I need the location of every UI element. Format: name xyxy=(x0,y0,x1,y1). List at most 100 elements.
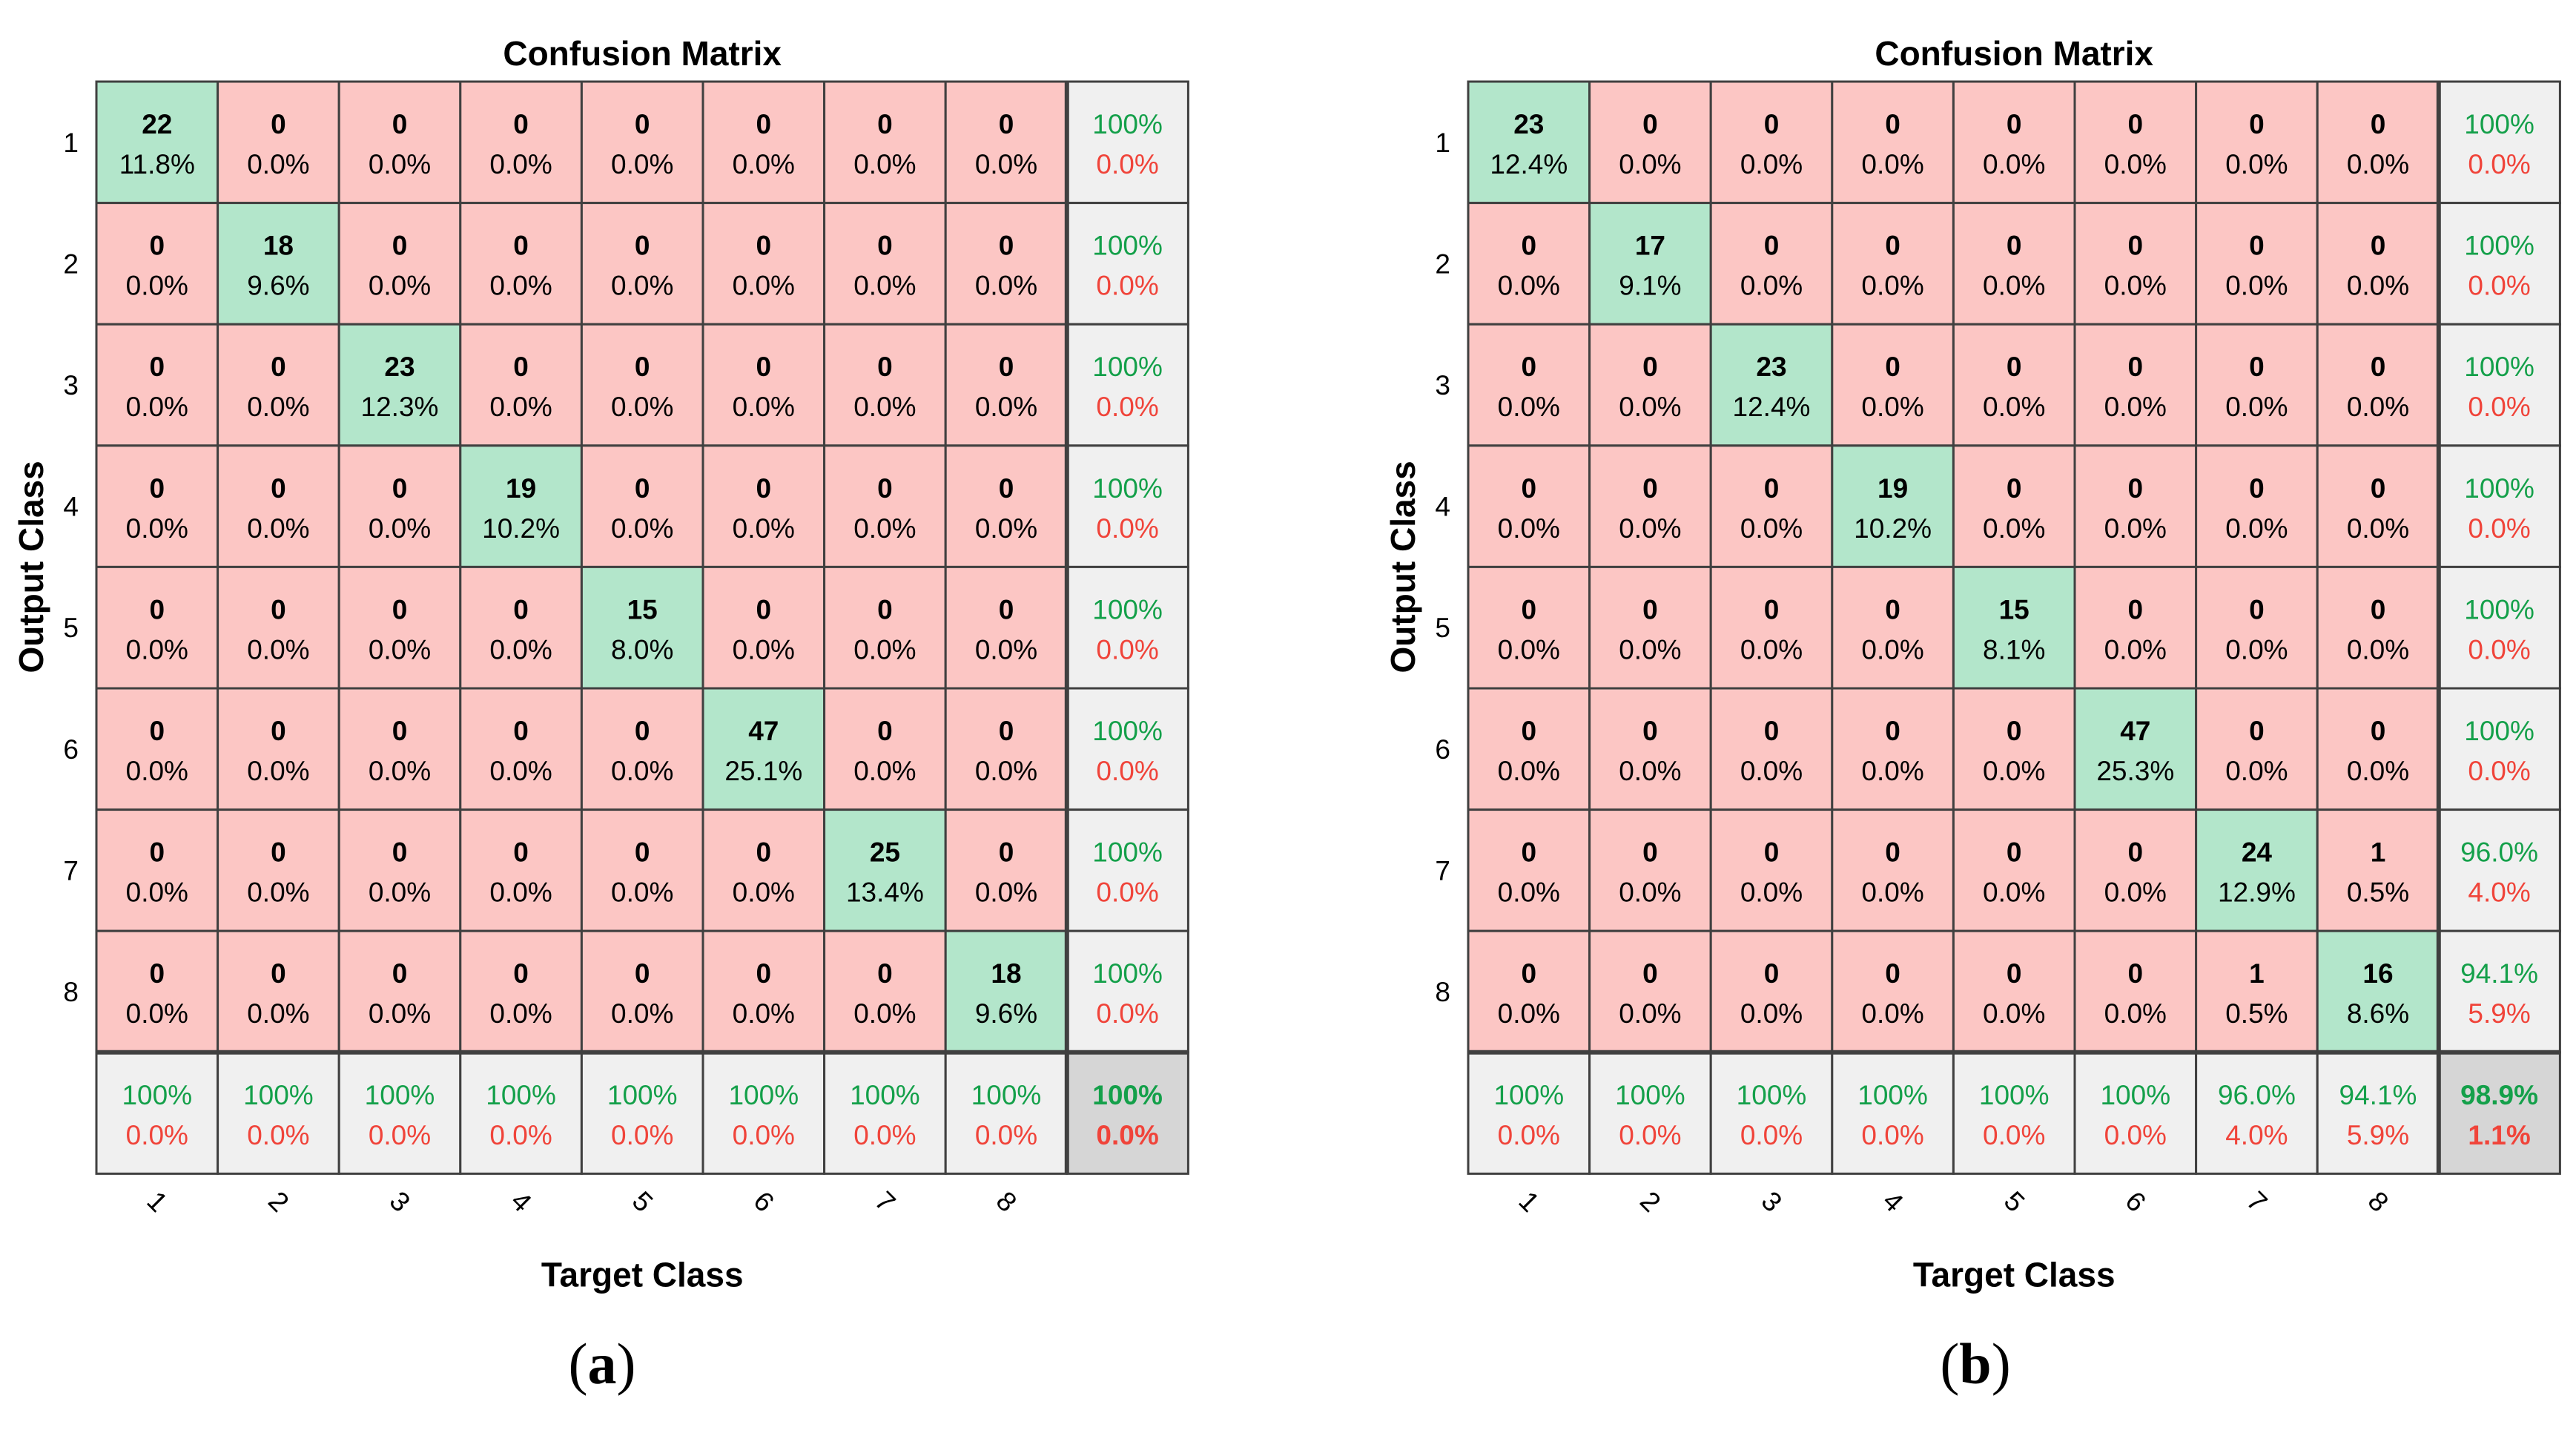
row-summary-cell xyxy=(1066,687,1189,811)
cell-value-bottom: 0.0% xyxy=(1096,756,1158,786)
cell-value-bottom: 11.8% xyxy=(119,149,195,179)
matrix-cell xyxy=(580,808,704,932)
cell-value-bottom: 0.0% xyxy=(853,634,916,665)
cell-value-top: 47 xyxy=(748,716,779,746)
cell-value-bottom: 0.0% xyxy=(1740,877,1803,908)
cell-value-bottom: 0.0% xyxy=(247,1120,309,1150)
matrix-cell xyxy=(1709,80,1834,205)
cell-value-bottom: 0.0% xyxy=(611,1120,673,1150)
cell-value-top: 0 xyxy=(877,716,893,746)
cell-value-top: 0 xyxy=(150,231,165,261)
cell-value-top: 0 xyxy=(2249,594,2265,625)
cell-value-bottom: 0.0% xyxy=(853,756,916,786)
cell-value-top: 0 xyxy=(2371,473,2386,504)
matrix-cell xyxy=(337,202,462,326)
x-tick-label: 6 xyxy=(2119,1185,2152,1218)
cell-value-top: 0 xyxy=(1522,716,1537,746)
cell-value-top: 0 xyxy=(392,231,408,261)
cell-value-bottom: 12.3% xyxy=(361,392,439,422)
matrix-cell xyxy=(580,323,704,447)
cell-value-top: 0 xyxy=(392,109,408,139)
cell-value-top: 0 xyxy=(635,473,650,504)
cell-value-top: 0 xyxy=(271,958,286,989)
row-summary-cell xyxy=(2437,323,2561,447)
matrix-cell xyxy=(701,808,826,932)
matrix-cell xyxy=(823,323,947,447)
cell-value-top: 0 xyxy=(999,231,1014,261)
matrix-cell xyxy=(944,929,1069,1054)
cell-value-bottom: 0.5% xyxy=(2347,877,2409,908)
matrix-cell xyxy=(1588,808,1712,932)
cell-value-bottom: 0.0% xyxy=(2347,756,2409,786)
cell-value-top: 0 xyxy=(999,837,1014,868)
cell-value-top: 0 xyxy=(2128,109,2144,139)
cell-value-top: 0 xyxy=(150,473,165,504)
matrix-cell xyxy=(95,80,219,205)
cell-value-top: 100% xyxy=(1493,1080,1564,1110)
cell-value-top: 0 xyxy=(635,958,650,989)
cell-value-top: 0 xyxy=(2249,473,2265,504)
row-summary-cell xyxy=(2437,444,2561,568)
cell-value-bottom: 0.0% xyxy=(369,513,431,544)
cell-value-bottom: 0.0% xyxy=(489,634,552,665)
matrix-cell xyxy=(944,323,1069,447)
matrix-cell xyxy=(1952,808,2076,932)
cell-value-bottom: 0.0% xyxy=(1740,149,1803,179)
cell-value-top: 0 xyxy=(2249,109,2265,139)
cell-value-top: 1 xyxy=(2249,958,2265,989)
cell-value-top: 100% xyxy=(243,1080,314,1110)
cell-value-bottom: 0.0% xyxy=(2104,877,2167,908)
cell-value-top: 0 xyxy=(1522,837,1537,868)
cell-value-top: 1 xyxy=(2371,837,2386,868)
cell-value-top: 0 xyxy=(150,958,165,989)
cell-value-bottom: 0.0% xyxy=(733,998,795,1029)
row-summary-cell xyxy=(1066,929,1189,1054)
matrix-cell xyxy=(1467,80,1591,205)
cell-value-bottom: 10.2% xyxy=(482,513,560,544)
matrix-cell xyxy=(217,929,340,1054)
matrix-cell xyxy=(1588,687,1712,811)
cell-value-top: 100% xyxy=(2464,716,2534,746)
matrix-cell xyxy=(459,80,583,205)
y-axis-label: Output Class xyxy=(1384,461,1422,673)
matrix-cell xyxy=(1952,565,2076,690)
matrix-cell xyxy=(580,687,704,811)
cell-value-bottom: 0.0% xyxy=(1096,634,1158,665)
matrix-cell xyxy=(580,565,704,690)
cell-value-top: 0 xyxy=(1642,716,1658,746)
cell-value-top: 23 xyxy=(1513,109,1544,139)
x-tick-label: 3 xyxy=(384,1185,417,1218)
cell-value-bottom: 0.0% xyxy=(975,513,1037,544)
cell-value-top: 0 xyxy=(2249,231,2265,261)
cell-value-bottom: 0.0% xyxy=(1983,392,2045,422)
cell-value-bottom: 0.0% xyxy=(126,1120,188,1150)
y-tick-label: 5 xyxy=(1435,613,1450,643)
cell-value-top: 0 xyxy=(1885,109,1900,139)
matrix-cell xyxy=(2316,80,2440,205)
matrix-cell xyxy=(459,444,583,568)
cell-value-bottom: 0.0% xyxy=(2225,392,2288,422)
cell-value-bottom: 0.0% xyxy=(975,634,1037,665)
cell-value-top: 0 xyxy=(1764,958,1780,989)
column-summary-cell xyxy=(459,1051,583,1175)
cell-value-top: 0 xyxy=(2007,473,2022,504)
cell-value-bottom: 5.9% xyxy=(2347,1120,2409,1150)
column-summary-cell xyxy=(701,1051,826,1175)
cell-value-bottom: 0.0% xyxy=(975,1120,1037,1150)
matrix-cell xyxy=(1952,80,2076,205)
cell-value-top: 100% xyxy=(607,1080,678,1110)
cell-value-bottom: 0.0% xyxy=(853,513,916,544)
cell-value-top: 0 xyxy=(1642,837,1658,868)
matrix-cell xyxy=(1588,80,1712,205)
matrix-cell xyxy=(1709,808,1834,932)
cell-value-top: 100% xyxy=(2100,1080,2170,1110)
y-tick-label: 4 xyxy=(1435,492,1450,522)
cell-value-top: 100% xyxy=(1092,958,1163,989)
cell-value-bottom: 0.0% xyxy=(1498,513,1560,544)
y-tick-label: 6 xyxy=(1435,734,1450,765)
cell-value-top: 0 xyxy=(271,716,286,746)
cell-value-bottom: 0.0% xyxy=(126,877,188,908)
cell-value-top: 0 xyxy=(999,109,1014,139)
matrix-cell xyxy=(1831,929,1955,1054)
cell-value-top: 0 xyxy=(999,352,1014,382)
